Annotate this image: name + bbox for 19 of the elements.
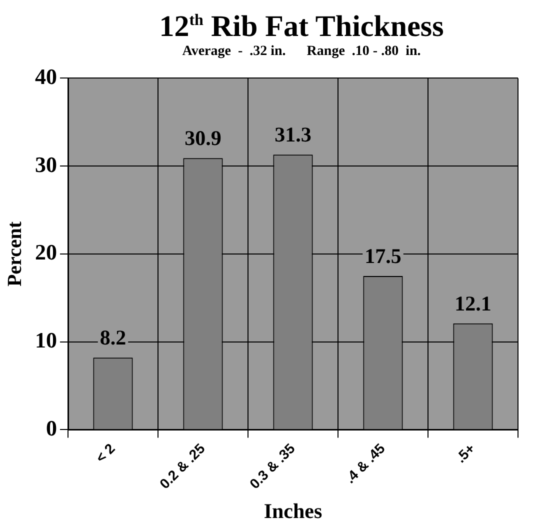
y-tick-label: 10 bbox=[35, 328, 57, 353]
data-label: 8.2 bbox=[100, 326, 126, 350]
data-label: 12.1 bbox=[454, 291, 492, 316]
x-tick-label: .5+ bbox=[452, 440, 478, 466]
y-tick-label: 30 bbox=[35, 152, 57, 177]
data-label: 31.3 bbox=[274, 122, 312, 147]
chart-title: 12$^{th}$ Rib Fat Thickness bbox=[158, 9, 445, 44]
y-axis-title: Percent bbox=[4, 221, 26, 287]
x-tick-label: 0.3 & .35 bbox=[246, 440, 298, 492]
chart-subtitle: Average - .32 in. Range .10 - .80 in. bbox=[181, 44, 422, 61]
x-axis-title: Inches bbox=[264, 498, 322, 523]
x-tick-label: .4 & .45 bbox=[342, 440, 388, 486]
data-label: 30.9 bbox=[184, 126, 222, 150]
y-tick-label: 0 bbox=[46, 415, 57, 440]
y-tick-label: 40 bbox=[35, 64, 57, 89]
y-tick-label: 20 bbox=[35, 240, 57, 265]
x-tick-label: < 2 bbox=[92, 440, 118, 466]
data-label: 17.5 bbox=[364, 244, 402, 268]
x-tick-label: 0.2 & .25 bbox=[156, 440, 208, 492]
